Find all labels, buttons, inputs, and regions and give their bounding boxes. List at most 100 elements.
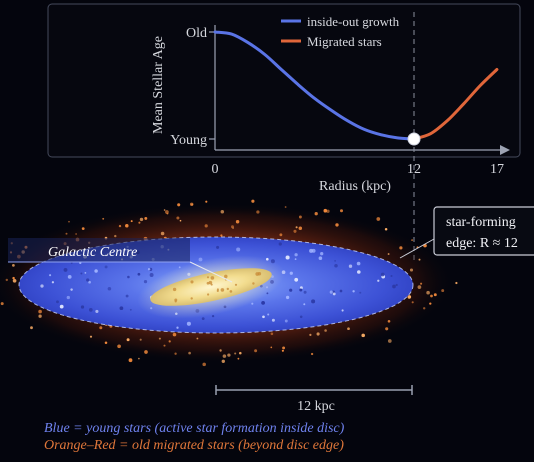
migrated-star-dot xyxy=(310,352,314,356)
migrated-star-dot xyxy=(221,359,225,363)
migrated-star-dot xyxy=(138,357,140,360)
migrated-star-dot xyxy=(89,335,93,338)
migrated-star-dot xyxy=(165,210,169,214)
migrated-star-dot xyxy=(38,309,42,314)
young-star-dot xyxy=(285,255,290,260)
migrated-star-dot xyxy=(144,350,148,354)
migrated-star-dot xyxy=(426,290,430,295)
migrated-star-dot xyxy=(128,358,133,363)
migrated-star-dot xyxy=(220,234,223,237)
migrated-star-dot xyxy=(38,314,42,318)
young-star-dot xyxy=(390,274,393,278)
migrated-star-dot xyxy=(316,332,320,336)
migrated-star-dot xyxy=(30,326,33,330)
migrated-star-dot xyxy=(196,337,199,340)
y-tick-label-young: Young xyxy=(170,133,207,148)
migrated-star-dot xyxy=(68,220,70,223)
migrated-star-dot xyxy=(139,217,144,222)
migrated-star-dot xyxy=(81,227,85,230)
migrated-star-dot xyxy=(204,224,208,228)
young-star-dot xyxy=(63,267,68,272)
migrated-star-dot xyxy=(254,349,258,353)
x-axis-arrow xyxy=(500,145,510,155)
young-star-dot xyxy=(143,279,148,284)
migrated-star-dot xyxy=(387,253,390,255)
young-star-dot xyxy=(377,279,380,282)
migrated-star-dot xyxy=(335,223,339,227)
migrated-star-dot xyxy=(12,264,15,267)
bulge-star-dot xyxy=(224,274,228,279)
migrated-star-dot xyxy=(202,362,206,367)
migrated-star-dot xyxy=(239,351,242,355)
young-star-dot xyxy=(309,248,314,253)
young-star-dot xyxy=(94,269,98,273)
galactic-centre-pointer xyxy=(189,261,233,283)
bulge-star-dot xyxy=(206,293,210,296)
young-star-dot xyxy=(186,321,191,326)
young-star-dot xyxy=(49,274,52,277)
galaxy-illustration xyxy=(0,199,458,367)
bulge-star-dot xyxy=(206,281,210,285)
young-star-dot xyxy=(271,318,275,322)
young-star-dot xyxy=(267,313,270,316)
migrated-star-dot xyxy=(309,333,312,337)
edge-callout-line1: star-forming xyxy=(446,215,516,230)
migrated-star-dot xyxy=(441,289,445,293)
migrated-star-dot xyxy=(270,332,274,336)
young-star-dot xyxy=(137,272,141,276)
migrated-star-dot xyxy=(138,221,141,224)
bulge-star-dot xyxy=(229,290,233,293)
migrated-star-dot xyxy=(163,209,166,211)
migrated-star-dot xyxy=(420,282,423,285)
young-star-dot xyxy=(289,271,293,275)
scale-bar-label: 12 kpc xyxy=(297,399,335,414)
migrated-star-dot xyxy=(12,276,15,280)
disc-edge xyxy=(18,236,414,334)
young-star-dot xyxy=(40,284,44,288)
edge-callout-line2: edge: R ≈ 12 xyxy=(446,236,518,251)
young-star-dot xyxy=(311,299,316,304)
young-star-dot xyxy=(262,315,265,319)
young-star-dot xyxy=(66,295,70,300)
young-star-dot xyxy=(299,286,303,290)
migrated-star-dot xyxy=(298,215,302,219)
bulge-star-dot xyxy=(226,287,229,291)
young-star-dot xyxy=(294,277,299,282)
young-star-dot xyxy=(392,284,396,289)
migrated-star-dot xyxy=(220,210,225,214)
migrated-star-dot xyxy=(0,302,4,306)
young-star-dot xyxy=(176,326,179,329)
young-star-dot xyxy=(356,261,361,266)
young-star-dot xyxy=(299,315,303,319)
young-star-dot xyxy=(56,300,59,304)
migrated-star-dot xyxy=(411,301,414,304)
bulge-star-dot xyxy=(252,282,255,285)
edge-callout-box xyxy=(433,206,534,256)
young-star-dot xyxy=(357,270,361,274)
young-star-dot xyxy=(261,301,265,305)
legend: inside-out growth Migrated stars xyxy=(281,14,400,49)
migrated-star-dot xyxy=(179,219,182,222)
migrated-star-dot xyxy=(429,302,432,305)
bulge-star-dot xyxy=(220,288,225,292)
migrated-star-dot xyxy=(237,357,240,360)
legend-label-young: inside-out growth xyxy=(307,14,400,29)
migrated-star-dot xyxy=(99,326,103,330)
bulge-star-dot xyxy=(174,298,178,302)
migrated-star-dot xyxy=(385,327,389,331)
migrated-star-dot xyxy=(126,338,130,342)
bulge-star-dot xyxy=(172,287,177,292)
young-star-dot xyxy=(107,286,112,291)
migrated-star-dot xyxy=(174,352,177,355)
young-star-dot xyxy=(201,317,205,321)
young-star-dot xyxy=(129,308,132,311)
migrated-star-dot xyxy=(455,281,458,285)
migrated-star-dot xyxy=(430,294,433,298)
migrated-star-dot xyxy=(323,208,328,213)
young-star-dot xyxy=(236,247,241,252)
young-star-dot xyxy=(86,278,90,282)
young-star-dot xyxy=(211,314,215,318)
young-star-dot xyxy=(320,252,324,256)
migrated-star-dot xyxy=(387,319,391,323)
galactic-bulge xyxy=(150,268,272,306)
